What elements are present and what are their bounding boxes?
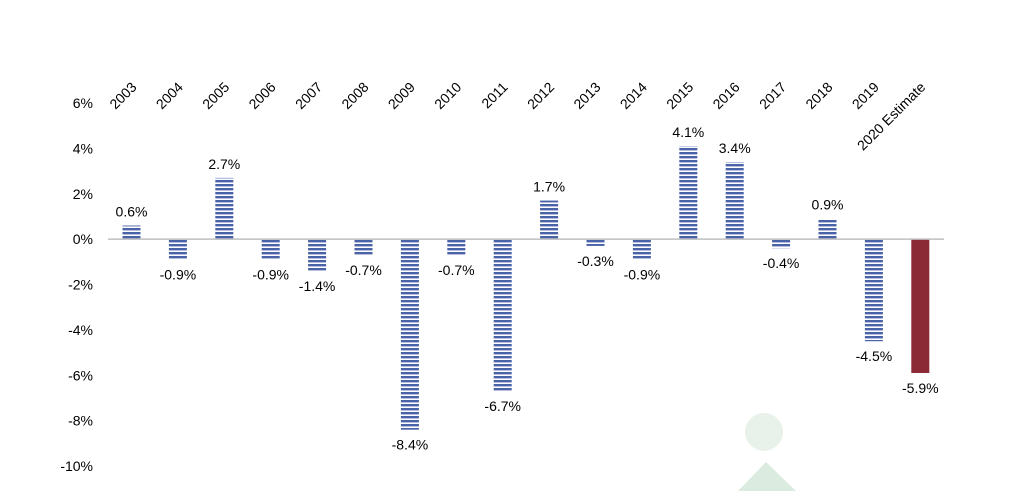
y-axis-tick-labels: 6% 4% 2% 0% -2% -4% -6% -8% -10% xyxy=(60,95,93,474)
data-label: -1.4% xyxy=(299,278,336,294)
data-label: -5.9% xyxy=(902,380,939,396)
bar-2006 xyxy=(261,239,280,260)
x-axis-category-labels: 2003 2004 2005 2006 2007 2008 2009 2010 2011 2012… xyxy=(106,79,928,154)
data-label: -0.9% xyxy=(252,267,289,283)
y-tick-label: 4% xyxy=(73,140,93,156)
x-category-label: 2018 xyxy=(802,79,835,112)
data-label: -0.9% xyxy=(624,267,661,283)
bar-2020-estimate xyxy=(911,239,930,373)
x-category-label: 2010 xyxy=(431,79,464,112)
data-label: -0.7% xyxy=(345,262,382,278)
y-tick-label: -6% xyxy=(68,367,93,383)
bar-2016 xyxy=(725,161,744,240)
y-tick-label: -2% xyxy=(68,277,93,293)
bar-2005 xyxy=(215,177,234,240)
x-category-label: 2011 xyxy=(478,79,511,112)
x-category-label: 2015 xyxy=(663,79,696,112)
decorative-circle xyxy=(745,413,783,451)
x-category-label: 2008 xyxy=(338,79,371,112)
y-tick-label: -10% xyxy=(60,458,93,474)
x-category-label: 2006 xyxy=(245,79,278,112)
data-label: 2.7% xyxy=(208,156,240,172)
x-category-label: 2003 xyxy=(106,79,139,112)
x-category-label: 2013 xyxy=(570,79,603,112)
x-category-label: 2014 xyxy=(617,79,650,112)
x-category-label: 2007 xyxy=(292,79,325,112)
bar-2018 xyxy=(818,218,837,240)
bar-2019 xyxy=(864,239,883,342)
bar-2007 xyxy=(308,239,327,271)
x-category-label: 2009 xyxy=(385,79,418,112)
data-label: 0.9% xyxy=(812,197,844,213)
data-label: -6.7% xyxy=(484,398,521,414)
y-tick-label: 2% xyxy=(73,186,93,202)
bar-2004 xyxy=(168,239,187,260)
decorative-triangle xyxy=(738,462,796,491)
y-tick-label: -4% xyxy=(68,322,93,338)
bar-2010 xyxy=(447,239,466,256)
bar-2003 xyxy=(122,225,141,240)
x-category-label: 2016 xyxy=(709,79,742,112)
bar-2014 xyxy=(632,239,651,260)
data-label: -0.7% xyxy=(438,262,475,278)
bar-2017 xyxy=(772,239,791,249)
data-label: -4.5% xyxy=(856,348,893,364)
bar-series xyxy=(122,146,930,430)
x-category-label: 2017 xyxy=(756,79,789,112)
data-label: 4.1% xyxy=(672,124,704,140)
x-category-label: 2004 xyxy=(153,79,186,112)
bar-2011 xyxy=(493,239,512,392)
data-label: -0.3% xyxy=(577,253,614,269)
y-tick-label: 6% xyxy=(73,95,93,111)
data-label: 0.6% xyxy=(116,204,148,220)
x-category-label: 2012 xyxy=(524,79,557,112)
data-label: 1.7% xyxy=(533,179,565,195)
y-tick-label: 0% xyxy=(73,231,93,247)
bar-2013 xyxy=(586,239,605,246)
bar-2008 xyxy=(354,239,373,256)
bar-2015 xyxy=(679,146,698,240)
data-labels: 0.6% -0.9% 2.7% -0.9% -1.4% -0.7% -8.4% -0.7% -6… xyxy=(116,124,939,453)
data-label: -8.4% xyxy=(392,437,429,453)
bar-2012 xyxy=(540,200,559,240)
y-tick-label: -8% xyxy=(68,413,93,429)
x-category-label: 2005 xyxy=(199,79,232,112)
data-label: -0.4% xyxy=(763,255,800,271)
bar-2009 xyxy=(400,239,419,430)
data-label: -0.9% xyxy=(160,267,197,283)
data-label: 3.4% xyxy=(719,140,751,156)
x-category-label: 2019 xyxy=(849,79,882,112)
